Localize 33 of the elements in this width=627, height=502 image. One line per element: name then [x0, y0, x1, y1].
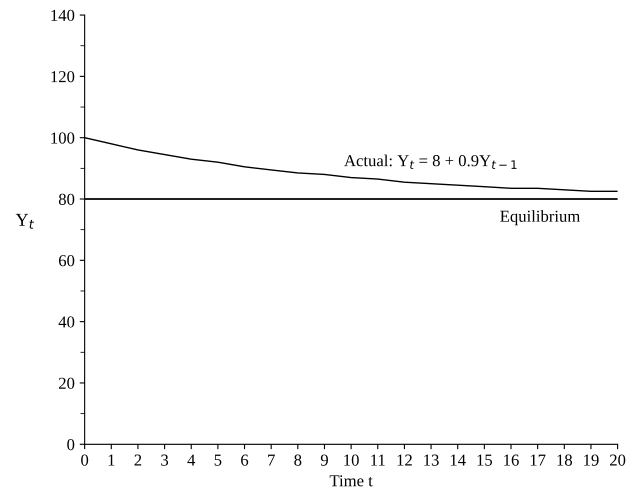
x-tick-label: 19	[584, 454, 599, 466]
x-tick-label: 18	[557, 454, 572, 466]
x-tick-label: 8	[294, 454, 302, 466]
y-axis-title: Y$_{t}$	[16, 214, 34, 229]
x-tick-label: 2	[134, 454, 142, 466]
x-tick-label: 5	[214, 454, 222, 466]
x-tick-label: 0	[81, 454, 88, 466]
x-tick-label: 6	[241, 454, 248, 466]
y-tick-label: 80	[58, 194, 74, 205]
ref-line-label: Equilibrium	[500, 210, 580, 226]
y-tick-label: 60	[58, 255, 74, 266]
x-tick-label: 16	[504, 454, 519, 466]
y-tick-label: 20	[58, 378, 74, 389]
x-tick-label: 1	[108, 454, 114, 466]
y-tick-label: 140	[51, 10, 74, 22]
x-axis-title: Time t	[330, 475, 373, 486]
x-tick-label: 3	[161, 454, 168, 466]
y-tick-label: 120	[51, 71, 74, 82]
x-tick-label: 7	[268, 454, 275, 466]
x-tick-label: 12	[398, 454, 412, 466]
x-tick-label: 11	[371, 454, 385, 466]
x-tick-label: 17	[530, 454, 546, 466]
annotation: Actual: Y$_{t}$ = 8 + 0.9Y$_{t−1}$	[344, 154, 516, 169]
x-tick-label: 20	[610, 454, 626, 466]
x-tick-label: 4	[187, 454, 196, 466]
x-tick-label: 9	[320, 454, 328, 466]
x-tick-label: 14	[450, 454, 466, 466]
x-tick-label: 15	[477, 454, 492, 466]
y-tick-label: 100	[51, 132, 74, 144]
x-tick-label: 10	[344, 454, 359, 466]
y-tick-label: 40	[58, 316, 74, 328]
y-tick-label: 0	[67, 438, 74, 450]
x-tick-label: 13	[424, 454, 439, 466]
